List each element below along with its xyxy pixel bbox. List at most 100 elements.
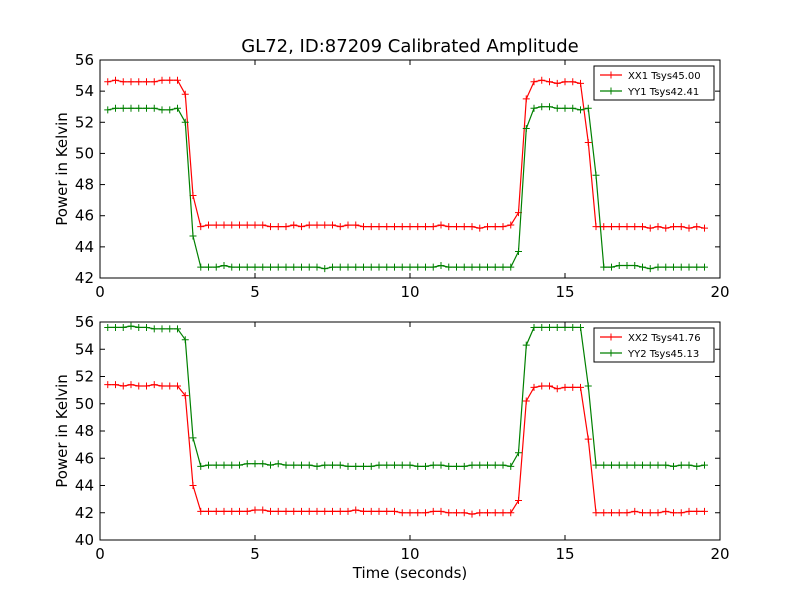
data-point	[158, 325, 166, 333]
data-point	[352, 462, 360, 470]
data-point	[561, 78, 569, 86]
data-point	[414, 263, 422, 271]
data-point	[453, 509, 460, 517]
data-point	[127, 78, 135, 86]
data-point	[429, 263, 437, 271]
data-point	[468, 510, 476, 518]
data-point	[383, 223, 391, 231]
data-point	[468, 461, 476, 469]
data-point	[577, 79, 584, 87]
data-point	[329, 263, 336, 271]
data-point	[259, 263, 267, 271]
data-point	[104, 323, 112, 331]
data-point	[701, 263, 708, 271]
data-point	[189, 434, 197, 442]
data-point	[150, 78, 158, 86]
data-point	[104, 78, 112, 86]
data-point	[305, 461, 313, 469]
data-point	[329, 461, 336, 469]
data-point	[615, 223, 623, 231]
legend-box	[593, 327, 715, 363]
data-point	[313, 221, 321, 229]
data-point	[112, 323, 119, 331]
data-point	[119, 104, 127, 112]
data-point	[491, 461, 499, 469]
data-point	[453, 462, 460, 470]
data-point	[685, 263, 693, 271]
data-point	[158, 76, 166, 84]
data-point	[158, 382, 166, 390]
data-point	[577, 383, 584, 391]
data-point	[530, 323, 538, 331]
data-point	[406, 223, 414, 231]
data-point	[693, 507, 701, 515]
data-point	[600, 263, 608, 271]
data-point	[228, 221, 236, 229]
data-point	[321, 507, 329, 515]
y-tick-label: 42	[75, 269, 94, 287]
data-point	[476, 263, 484, 271]
data-point	[569, 323, 577, 331]
data-point	[298, 461, 305, 469]
y-tick-label: 50	[75, 395, 94, 413]
data-point	[476, 224, 484, 232]
data-point	[623, 262, 631, 270]
data-point	[197, 462, 205, 470]
legend: XX2 Tsys41.76 YY2 Tsys45.13	[593, 327, 715, 363]
data-point	[305, 507, 313, 515]
data-point	[701, 461, 708, 469]
data-point	[344, 462, 352, 470]
data-point	[499, 509, 507, 517]
data-point	[243, 460, 251, 468]
data-point	[336, 461, 344, 469]
data-point	[476, 509, 484, 517]
data-point	[259, 506, 267, 514]
data-point	[437, 262, 445, 270]
data-point	[484, 263, 491, 271]
data-point	[298, 223, 305, 231]
data-point	[429, 507, 437, 515]
data-point	[104, 381, 112, 389]
data-point	[267, 507, 274, 515]
y-axis-label: Power in Kelvin	[53, 374, 71, 488]
data-point	[329, 507, 336, 515]
data-point	[600, 461, 608, 469]
data-point	[166, 325, 174, 333]
data-point	[584, 382, 592, 390]
data-point	[646, 509, 654, 517]
data-point	[677, 509, 685, 517]
data-point	[143, 104, 150, 112]
data-point	[561, 104, 569, 112]
data-point	[367, 462, 375, 470]
y-axis-label: Power in Kelvin	[53, 112, 71, 226]
data-point	[522, 125, 530, 133]
data-point	[259, 221, 267, 229]
data-point	[143, 78, 150, 86]
data-point	[336, 507, 344, 515]
data-point	[677, 223, 685, 231]
data-point	[422, 223, 429, 231]
data-point	[507, 263, 515, 271]
x-tick-label: 0	[95, 545, 105, 563]
data-point	[243, 507, 251, 515]
data-point	[391, 223, 398, 231]
data-point	[352, 263, 360, 271]
y-tick-label: 44	[75, 238, 94, 256]
data-point	[290, 461, 298, 469]
data-point	[701, 507, 708, 515]
data-point	[445, 509, 453, 517]
data-point	[530, 78, 538, 86]
data-point	[422, 263, 429, 271]
legend-marker	[607, 349, 615, 357]
data-point	[135, 323, 143, 331]
data-point	[228, 507, 236, 515]
bottom-subplot: 0 5 10 15 20 40 42 44 46 48 50 52 54 56 Power in Kelvi…	[53, 313, 730, 563]
data-point	[112, 76, 119, 84]
data-point	[608, 461, 615, 469]
data-point	[445, 263, 453, 271]
data-point	[592, 223, 600, 231]
data-point	[553, 323, 561, 331]
data-point	[274, 460, 282, 468]
data-point	[251, 263, 259, 271]
data-point	[476, 461, 484, 469]
